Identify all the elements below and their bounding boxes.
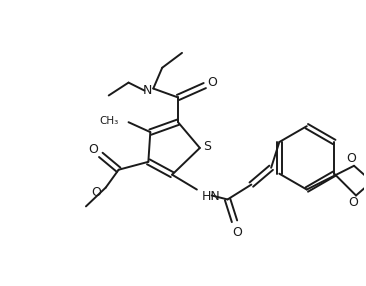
Text: HN: HN	[202, 190, 221, 203]
Text: O: O	[346, 152, 356, 165]
Text: CH₃: CH₃	[100, 116, 119, 126]
Text: O: O	[348, 196, 358, 209]
Text: O: O	[91, 186, 101, 199]
Text: N: N	[143, 84, 152, 97]
Text: O: O	[232, 226, 242, 239]
Text: O: O	[207, 76, 217, 89]
Text: O: O	[88, 144, 98, 156]
Text: S: S	[203, 140, 211, 154]
